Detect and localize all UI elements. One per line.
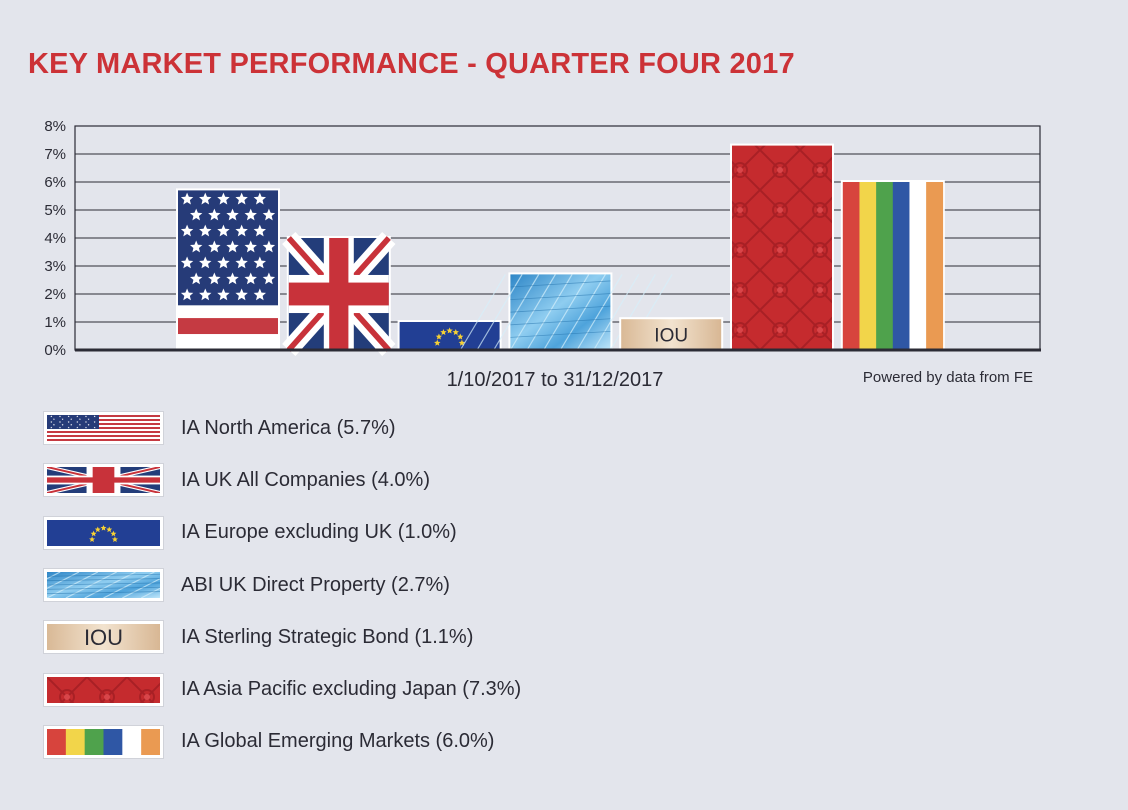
y-tick-label: 7% (44, 146, 66, 163)
legend-swatch (44, 464, 163, 497)
y-tick-label: 4% (44, 230, 66, 247)
y-tick-label: 1% (44, 314, 66, 331)
legend-swatch: IOU (44, 621, 163, 654)
legend-swatch (44, 725, 163, 758)
chart-title: KEY MARKET PERFORMANCE - QUARTER FOUR 20… (28, 48, 795, 80)
legend-item: IA Asia Pacific excluding Japan (7.3%) (44, 663, 521, 715)
legend-label: IA UK All Companies (4.0%) (181, 468, 430, 491)
y-tick-label: 5% (44, 202, 66, 219)
legend-swatch (44, 412, 163, 445)
legend-swatch (44, 569, 163, 602)
y-tick-label: 8% (44, 118, 66, 135)
legend: IA North America (5.7%) IA UK All Compani… (44, 402, 521, 768)
y-tick-label: 3% (44, 258, 66, 275)
legend-label: IA Sterling Strategic Bond (1.1%) (181, 625, 474, 648)
legend-item: IA Europe excluding UK (1.0%) (44, 507, 521, 559)
bar (730, 143, 834, 350)
bar (176, 188, 280, 350)
bar-chart: 0% 1% 2% 3% 4% 5% 6% 7% 8% IOU (44, 118, 1041, 359)
source-note: Powered by data from FE (862, 369, 1033, 386)
legend-label: IA North America (5.7%) (181, 416, 396, 439)
y-tick-label: 6% (44, 174, 66, 191)
bar (397, 320, 502, 350)
y-tick-label: 0% (44, 342, 66, 359)
bar (840, 180, 945, 350)
bar (459, 272, 673, 351)
x-axis-label: 1/10/2017 to 31/12/2017 (446, 369, 664, 391)
legend-label: IA Asia Pacific excluding Japan (7.3%) (181, 678, 522, 701)
legend-label: IA Europe excluding UK (1.0%) (181, 521, 457, 544)
legend-item: ABI UK Direct Property (2.7%) (44, 559, 521, 611)
bar-text: IOU (654, 325, 688, 346)
legend-item: IA UK All Companies (4.0%) (44, 454, 521, 506)
legend-label: IA Global Emerging Markets (6.0%) (181, 730, 495, 753)
legend-swatch (44, 516, 163, 549)
y-axis-ticks: 0% 1% 2% 3% 4% 5% 6% 7% 8% (44, 118, 66, 359)
legend-item: IOU IA Sterling Strategic Bond (1.1%) (44, 611, 521, 663)
legend-item: IA North America (5.7%) (44, 402, 521, 454)
legend-swatch (44, 673, 163, 706)
bar-text: IOU (84, 625, 123, 650)
bar (282, 232, 396, 356)
bar: IOU (619, 317, 724, 350)
y-tick-label: 2% (44, 286, 66, 303)
bars: IOU (176, 143, 945, 356)
legend-item: IA Global Emerging Markets (6.0%) (44, 716, 521, 768)
legend-label: ABI UK Direct Property (2.7%) (181, 573, 450, 596)
